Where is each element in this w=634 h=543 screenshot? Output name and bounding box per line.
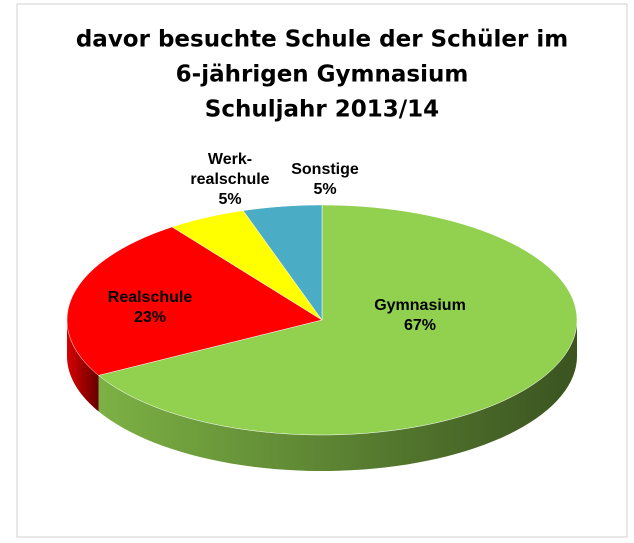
chart-title: davor besuchte Schule der Schüler im — [76, 27, 568, 53]
data-label: Werk- realschule 5% — [190, 150, 269, 210]
value-label: 23% — [133, 309, 167, 326]
chart-title: 6-jährigen Gymnasium — [176, 62, 469, 88]
slice — [242, 204, 323, 321]
data-label: Realschule 23% — [108, 288, 192, 328]
category-label: Gymnasium — [374, 297, 466, 314]
slice-side-shade — [67, 320, 99, 412]
value-label: 67% — [403, 317, 437, 334]
value-label: 5% — [218, 191, 242, 208]
data-label: Gymnasium 67% — [374, 296, 466, 336]
slice — [97, 204, 578, 436]
category-label: Werk- realschule — [190, 151, 270, 188]
slice-side-shade — [98, 320, 577, 471]
value-label: 5% — [313, 181, 337, 198]
category-label: Sonstige — [291, 161, 359, 178]
chart-title: Schuljahr 2013/14 — [205, 97, 439, 123]
category-label: Realschule — [107, 289, 193, 306]
slice — [171, 210, 323, 321]
data-label: Sonstige 5% — [291, 160, 359, 200]
slice — [66, 226, 323, 376]
